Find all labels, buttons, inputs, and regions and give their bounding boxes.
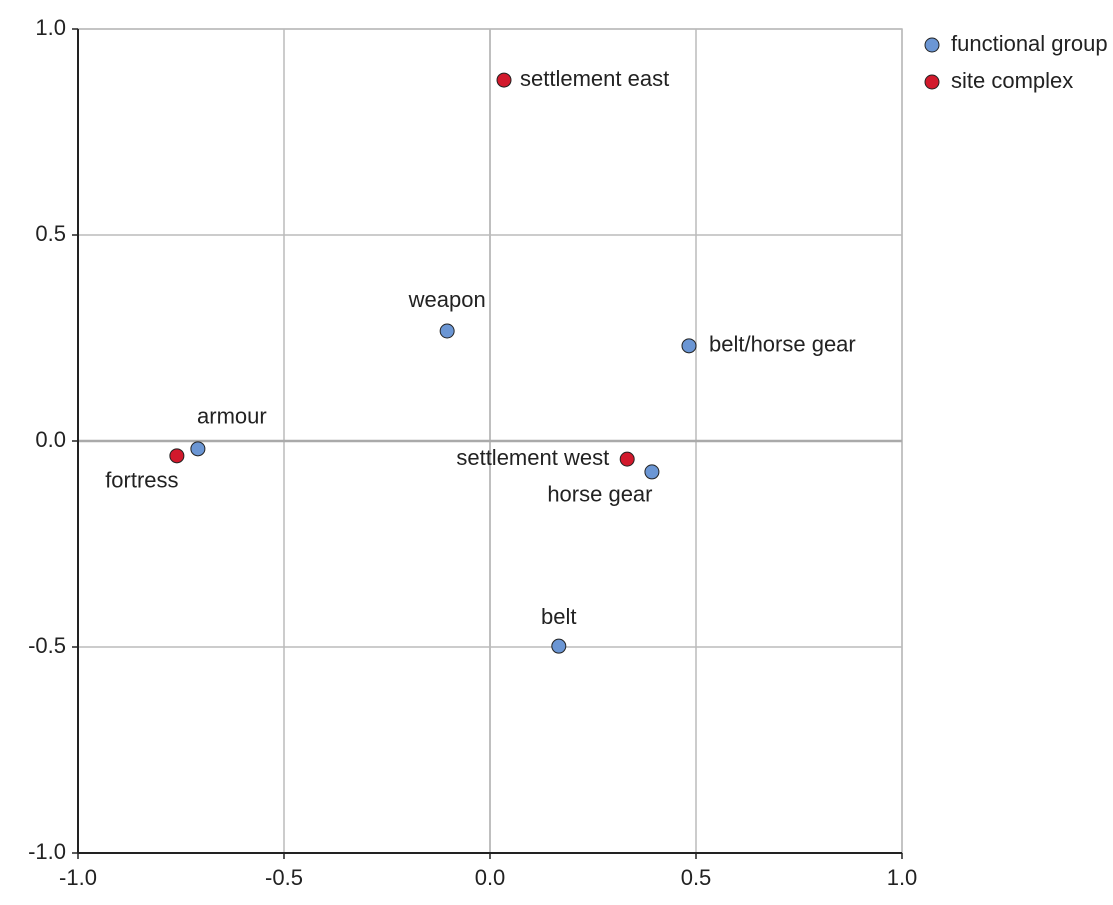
- point-label: weapon: [408, 287, 486, 312]
- point: [644, 464, 660, 480]
- x-tick-label: 1.0: [887, 865, 918, 890]
- point: [681, 338, 697, 354]
- point: [551, 638, 567, 654]
- point: [439, 323, 455, 339]
- y-tick-label: 1.0: [35, 15, 66, 40]
- point-label: settlement east: [520, 66, 669, 91]
- y-tick-label: -1.0: [28, 839, 66, 864]
- point: [169, 448, 185, 464]
- y-tick-label: 0.5: [35, 221, 66, 246]
- legend-marker: [924, 74, 940, 90]
- legend-label: site complex: [951, 68, 1073, 93]
- point-label: belt: [541, 604, 576, 629]
- x-tick-label: -1.0: [59, 865, 97, 890]
- legend-marker: [924, 37, 940, 53]
- point: [496, 72, 512, 88]
- point-label: belt/horse gear: [709, 332, 856, 357]
- point: [190, 441, 206, 457]
- x-tick-label: 0.0: [475, 865, 506, 890]
- point-label: armour: [197, 404, 267, 429]
- y-tick-label: 0.0: [35, 427, 66, 452]
- point-label: fortress: [105, 468, 178, 493]
- point: [619, 451, 635, 467]
- x-tick-label: -0.5: [265, 865, 303, 890]
- x-tick-label: 0.5: [681, 865, 712, 890]
- legend-label: functional group: [951, 31, 1108, 56]
- point-label: horse gear: [547, 482, 652, 507]
- point-label: settlement west: [456, 445, 609, 470]
- y-tick-label: -0.5: [28, 633, 66, 658]
